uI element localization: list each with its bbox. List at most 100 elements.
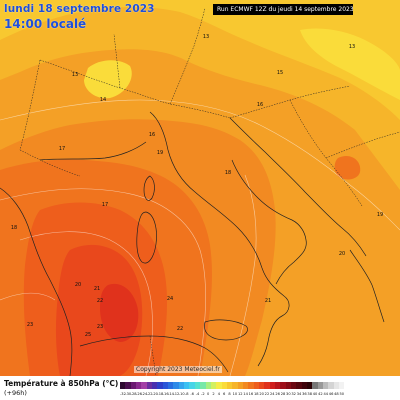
scale-label: -20 [152,392,158,396]
scale-swatch [194,382,201,389]
scale-label: 12 [237,392,243,396]
scale-swatch [136,382,142,389]
contour-label: 19 [377,212,383,218]
scale-label: 38 [307,392,312,396]
contour-label: 21 [94,286,100,292]
scale-swatch [253,382,259,389]
scale-swatch [323,382,329,389]
scale-label: 42 [318,392,323,396]
contour-label: 20 [75,282,81,288]
scale-swatch [339,382,345,389]
scale-swatch [248,382,254,389]
scale-swatch [200,382,206,389]
scale-swatch [146,382,153,389]
forecast-date: lundi 18 septembre 2023 [4,3,155,15]
scale-label: -10 [178,392,185,396]
scale-label: 6 [223,392,226,396]
scale-label: 50 [339,392,345,396]
scale-swatch [328,382,334,389]
scale-label: -24 [141,392,148,396]
scale-label: 8 [228,392,231,396]
scale-swatch [141,382,147,389]
scale-swatch [301,382,308,389]
scale-label: 40 [312,392,318,396]
scale-swatch [285,382,291,389]
scale-label: 10 [232,392,238,396]
scale-swatch [296,382,302,389]
contour-label: 22 [177,326,183,332]
scale-swatch [205,382,211,389]
contour-labels: 13 13 13 14 15 16 16 17 17 18 18 19 19 2… [11,34,383,338]
scale-label: -4 [195,392,200,396]
scale-swatch [184,382,190,389]
scale-swatch [269,382,275,389]
forecast-time: 14:00 localé [4,17,87,31]
contour-label: 18 [11,225,17,231]
scale-swatch [221,382,227,389]
scale-swatch [237,382,243,389]
copyright-notice: Copyright 2023 Meteociel.fr [134,366,222,373]
scale-swatch [274,382,281,389]
map-canvas: 13 13 13 14 15 16 16 17 17 18 18 19 19 2… [0,0,400,376]
contour-label: 13 [72,72,78,78]
scale-label: -12 [173,392,180,396]
contour-label: 17 [59,146,65,152]
scale-label: 18 [253,392,259,396]
contour-label: 23 [97,324,103,330]
scale-label: -30 [125,392,132,396]
scale-swatch [125,382,131,389]
scale-label: 14 [243,392,248,396]
scale-label: -2 [201,392,205,396]
run-info-banner: Run ECMWF 12Z du jeudi 14 septembre 2023 [213,4,353,15]
scale-swatch [189,382,195,389]
contour-label: 22 [97,298,103,304]
scale-label: -26 [136,392,142,396]
scale-label: 28 [280,392,286,396]
isotherm-lines [0,99,400,376]
scale-swatch [226,382,233,389]
scale-label: 22 [264,392,270,396]
country-borders [19,7,400,376]
scale-label: 30 [286,392,291,396]
scale-label: -14 [168,392,174,396]
scale-swatch [120,382,126,389]
contour-label: 16 [149,132,155,138]
scale-label: 48 [334,392,339,396]
scale-label: 20 [259,392,264,396]
scale-label: 16 [248,392,254,396]
contour-label: 13 [203,34,209,40]
legend-subtitle: (+96h) [4,389,27,397]
scale-label: 0 [207,392,210,396]
contour-label: 23 [27,322,33,328]
legend-title: Température à 850hPa (°C) [4,379,119,388]
band-20-balkan [334,155,361,180]
contour-label: 18 [225,170,231,176]
scale-swatch [152,382,158,389]
scale-label: 2 [212,392,215,396]
scale-swatch [312,382,318,389]
scale-swatch [157,382,163,389]
scale-swatch [168,382,174,389]
scale-swatch [178,382,185,389]
scale-swatch [258,382,265,389]
scale-label: -32 [120,392,126,396]
scale-label: -16 [162,392,169,396]
scale-label: 46 [328,392,334,396]
scale-swatch [333,382,340,389]
scale-swatch [173,382,179,389]
scale-swatch [307,382,313,389]
color-scale-labels: -32 -30 -28 -26 -24 -22 -20 -18 -16 -14 -12 -10 -8 -6… [120,391,344,398]
contour-label: 20 [339,251,345,257]
band-10-east [300,28,400,100]
temperature-map[interactable]: 13 13 13 14 15 16 16 17 17 18 18 19 19 2… [0,0,400,376]
band-26 [100,283,139,342]
scale-swatch [264,382,270,389]
contour-label: 19 [157,150,163,156]
band-10-alps [84,60,132,99]
coastlines [0,111,385,376]
scale-label: -18 [157,392,164,396]
scale-swatch [162,382,169,389]
scale-label: 26 [275,392,280,396]
scale-label: 44 [323,392,329,396]
scale-swatch [280,382,286,389]
